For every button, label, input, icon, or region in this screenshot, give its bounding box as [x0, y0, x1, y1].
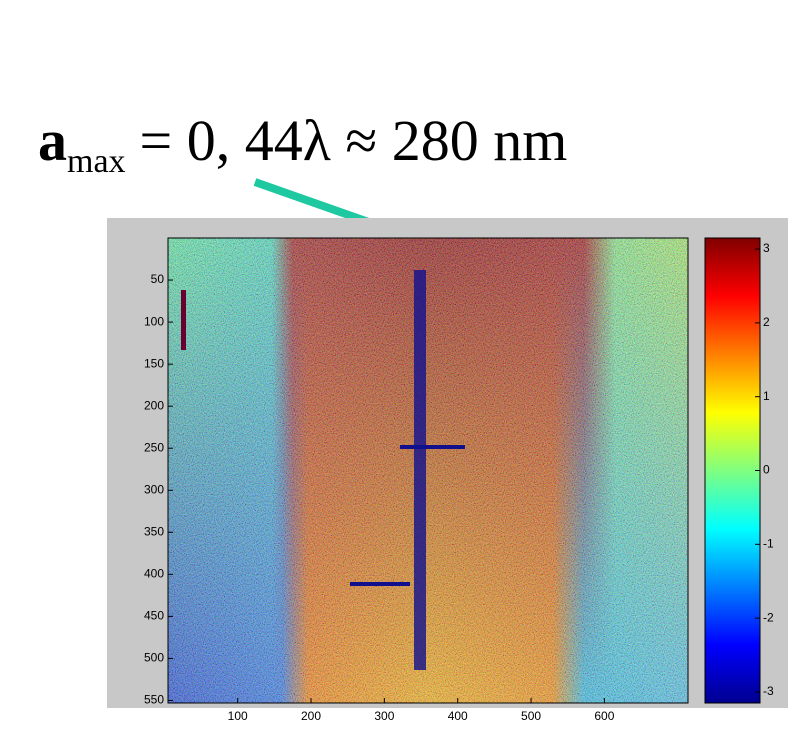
colorbar	[704, 237, 761, 704]
x-tick-label: 400	[448, 709, 468, 723]
y-tick-label: 500	[144, 651, 164, 665]
axes-frame	[167, 237, 689, 704]
x-tick-label: 600	[594, 709, 614, 723]
heatmap	[168, 238, 688, 703]
x-tick-label: 300	[374, 709, 394, 723]
y-tick-label: 100	[144, 314, 164, 328]
defect-line	[414, 270, 426, 670]
y-tick-label: 550	[144, 693, 164, 707]
colorbar-tick-label: -2	[763, 610, 774, 624]
annotation: amax = 0, 44λ ≈ 280 nm	[38, 108, 567, 180]
colorbar-tick-label: 3	[763, 241, 770, 255]
x-tick-label: 100	[228, 709, 248, 723]
defect-edge	[181, 290, 186, 350]
y-tick-label: 300	[144, 482, 164, 496]
x-tick-label: 500	[521, 709, 541, 723]
colorbar-tick-label: 0	[763, 463, 770, 477]
y-tick-label: 450	[144, 609, 164, 623]
y-tick-label: 250	[144, 440, 164, 454]
colorbar-tick-label: 1	[763, 389, 770, 403]
colorbar-tick-label: -1	[763, 536, 774, 550]
defect-cross	[400, 445, 465, 449]
x-tick-label: 200	[301, 709, 321, 723]
colorbar-tick-label: 2	[763, 315, 770, 329]
colorbar-tick-label: -3	[763, 684, 774, 698]
y-tick-label: 150	[144, 356, 164, 370]
y-tick-label: 200	[144, 398, 164, 412]
y-tick-label: 350	[144, 524, 164, 538]
y-tick-label: 400	[144, 567, 164, 581]
defect-cross	[350, 582, 410, 586]
y-tick-label: 50	[151, 272, 165, 286]
heatmap-noise	[168, 238, 688, 703]
